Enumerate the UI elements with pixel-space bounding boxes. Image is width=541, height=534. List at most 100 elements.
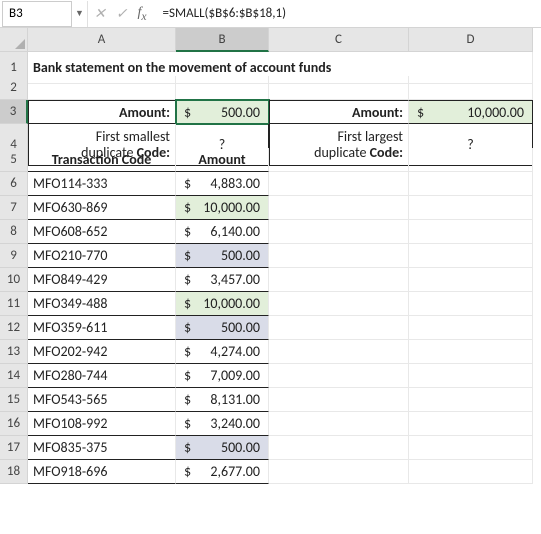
- cell-A11[interactable]: MFO349-488: [28, 292, 176, 316]
- cell-B15[interactable]: $8,131.00: [176, 388, 269, 412]
- formula-bar: B3 ▼ ✕ ✓ fx =SMALL($B$6:$B$18,1): [0, 0, 541, 28]
- cell-B12[interactable]: $500.00: [176, 316, 269, 340]
- col-header-D[interactable]: D: [409, 28, 533, 52]
- cell-C10[interactable]: [269, 268, 409, 292]
- cell-D13[interactable]: [409, 340, 533, 364]
- row-header-2[interactable]: 2: [0, 76, 28, 100]
- label-amount-left[interactable]: Amount:: [28, 100, 176, 124]
- cell-B8[interactable]: $6,140.00: [176, 220, 269, 244]
- cell-C11[interactable]: [269, 292, 409, 316]
- col-header-B[interactable]: B: [176, 28, 269, 52]
- cell-A10[interactable]: MFO849-429: [28, 268, 176, 292]
- fx-icon[interactable]: fx: [137, 5, 150, 23]
- cell-A9[interactable]: MFO210-770: [28, 244, 176, 268]
- cell-A7[interactable]: MFO630-869: [28, 196, 176, 220]
- row-header-8[interactable]: 8: [0, 220, 28, 244]
- cell-C8[interactable]: [269, 220, 409, 244]
- cell-D11[interactable]: [409, 292, 533, 316]
- cell-C2[interactable]: [269, 76, 409, 100]
- row-header-13[interactable]: 13: [0, 340, 28, 364]
- cell-D12[interactable]: [409, 316, 533, 340]
- cell-C18[interactable]: [269, 460, 409, 484]
- cell-A6[interactable]: MFO114-333: [28, 172, 176, 196]
- col-header-A[interactable]: A: [28, 28, 176, 52]
- row-header-10[interactable]: 10: [0, 268, 28, 292]
- cell-C16[interactable]: [269, 412, 409, 436]
- currency-symbol: $: [184, 104, 191, 121]
- row-header-5[interactable]: 5: [0, 148, 28, 172]
- cell-D5[interactable]: [409, 148, 533, 172]
- first-largest-line1: First largest: [337, 129, 403, 144]
- row-header-6[interactable]: 6: [0, 172, 28, 196]
- cell-C17[interactable]: [269, 436, 409, 460]
- enter-icon[interactable]: ✓: [116, 5, 128, 22]
- spreadsheet-grid[interactable]: A B C D 1 Bank statement on the movement…: [0, 28, 541, 484]
- cell-D8[interactable]: [409, 220, 533, 244]
- cell-A2[interactable]: [28, 76, 176, 100]
- cell-C9[interactable]: [269, 244, 409, 268]
- cell-B3-selected[interactable]: $500.00: [176, 100, 269, 124]
- row-header-7[interactable]: 7: [0, 196, 28, 220]
- cell-A15[interactable]: MFO543-565: [28, 388, 176, 412]
- cell-C14[interactable]: [269, 364, 409, 388]
- cell-D14[interactable]: [409, 364, 533, 388]
- first-smallest-line1: First smallest: [96, 129, 170, 144]
- cell-C15[interactable]: [269, 388, 409, 412]
- name-box-dropdown-icon[interactable]: ▼: [72, 1, 88, 27]
- cell-D2[interactable]: [409, 76, 533, 100]
- name-box[interactable]: B3: [2, 1, 72, 27]
- row-header-18[interactable]: 18: [0, 460, 28, 484]
- cell-C13[interactable]: [269, 340, 409, 364]
- cell-A12[interactable]: MFO359-611: [28, 316, 176, 340]
- cell-B18[interactable]: $2,677.00: [176, 460, 269, 484]
- select-all-corner[interactable]: [0, 28, 28, 52]
- cell-B6[interactable]: $4,883.00: [176, 172, 269, 196]
- label-amount-right[interactable]: Amount:: [269, 100, 409, 124]
- cell-D15[interactable]: [409, 388, 533, 412]
- cell-D6[interactable]: [409, 172, 533, 196]
- cell-B7[interactable]: $10,000.00: [176, 196, 269, 220]
- cell-A18[interactable]: MFO918-696: [28, 460, 176, 484]
- cell-C7[interactable]: [269, 196, 409, 220]
- row-header-3[interactable]: 3: [0, 100, 28, 124]
- cell-A17[interactable]: MFO835-375: [28, 436, 176, 460]
- row-header-17[interactable]: 17: [0, 436, 28, 460]
- row-header-15[interactable]: 15: [0, 388, 28, 412]
- cell-A16[interactable]: MFO108-992: [28, 412, 176, 436]
- cell-C5[interactable]: [269, 148, 409, 172]
- cell-B10[interactable]: $3,457.00: [176, 268, 269, 292]
- cell-C12[interactable]: [269, 316, 409, 340]
- cell-D9[interactable]: [409, 244, 533, 268]
- cell-B17[interactable]: $500.00: [176, 436, 269, 460]
- cancel-icon[interactable]: ✕: [94, 5, 106, 22]
- cell-A14[interactable]: MFO280-744: [28, 364, 176, 388]
- large-amount-value: 10,000.00: [467, 104, 524, 121]
- cell-B14[interactable]: $7,009.00: [176, 364, 269, 388]
- cell-C6[interactable]: [269, 172, 409, 196]
- cell-B13[interactable]: $4,274.00: [176, 340, 269, 364]
- currency-symbol: $: [417, 104, 424, 121]
- cell-B16[interactable]: $3,240.00: [176, 412, 269, 436]
- cell-A13[interactable]: MFO202-942: [28, 340, 176, 364]
- cell-D3[interactable]: $10,000.00: [409, 100, 533, 124]
- row-header-12[interactable]: 12: [0, 316, 28, 340]
- th-transaction-code[interactable]: Transaction Code: [28, 148, 176, 172]
- formula-bar-buttons: ✕ ✓ fx: [88, 5, 157, 23]
- cell-D17[interactable]: [409, 436, 533, 460]
- cell-A8[interactable]: MFO608-652: [28, 220, 176, 244]
- col-header-C[interactable]: C: [269, 28, 409, 52]
- row-header-16[interactable]: 16: [0, 412, 28, 436]
- cell-B11[interactable]: $10,000.00: [176, 292, 269, 316]
- cell-D10[interactable]: [409, 268, 533, 292]
- th-amount[interactable]: Amount: [176, 148, 269, 172]
- cell-D7[interactable]: [409, 196, 533, 220]
- cell-B9[interactable]: $500.00: [176, 244, 269, 268]
- small-amount-value: 500.00: [221, 104, 260, 121]
- cell-D16[interactable]: [409, 412, 533, 436]
- cell-D18[interactable]: [409, 460, 533, 484]
- cell-B2[interactable]: [176, 76, 269, 100]
- row-header-14[interactable]: 14: [0, 364, 28, 388]
- row-header-11[interactable]: 11: [0, 292, 28, 316]
- formula-input[interactable]: =SMALL($B$6:$B$18,1): [157, 6, 541, 21]
- row-header-9[interactable]: 9: [0, 244, 28, 268]
